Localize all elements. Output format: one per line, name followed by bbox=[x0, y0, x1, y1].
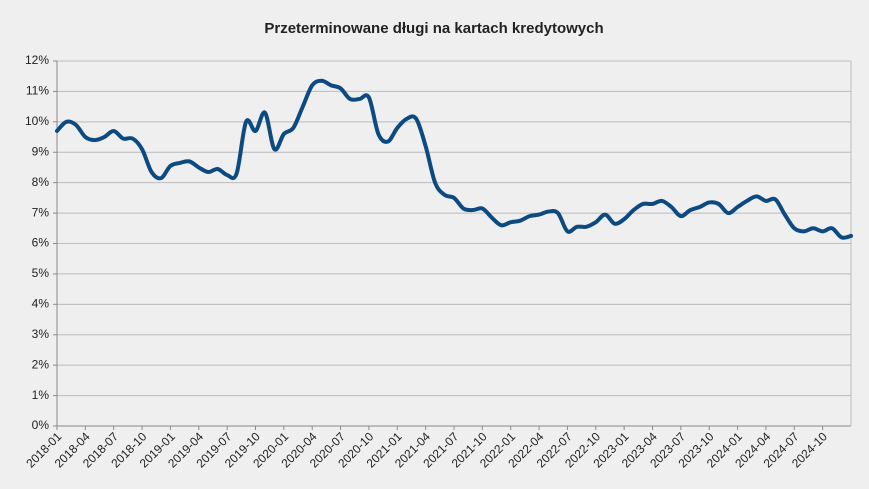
y-tick-label: 10% bbox=[25, 114, 49, 128]
y-tick-label: 4% bbox=[32, 297, 50, 311]
y-tick-label: 8% bbox=[32, 175, 50, 189]
y-tick-label: 0% bbox=[32, 418, 50, 432]
line bbox=[55, 78, 853, 240]
y-tick-label: 5% bbox=[32, 266, 50, 280]
y-tick-label: 12% bbox=[25, 53, 49, 67]
y-tick-label: 1% bbox=[32, 388, 50, 402]
chart-title: Przeterminowane długi na kartach kredyto… bbox=[264, 20, 603, 37]
y-tick-label: 7% bbox=[32, 205, 50, 219]
y-tick-label: 3% bbox=[32, 327, 50, 341]
y-tick-label: 11% bbox=[26, 84, 49, 98]
y-tick-label: 9% bbox=[32, 144, 50, 158]
y-tick-label: 6% bbox=[32, 236, 50, 250]
y-tick-label: 2% bbox=[32, 357, 50, 371]
